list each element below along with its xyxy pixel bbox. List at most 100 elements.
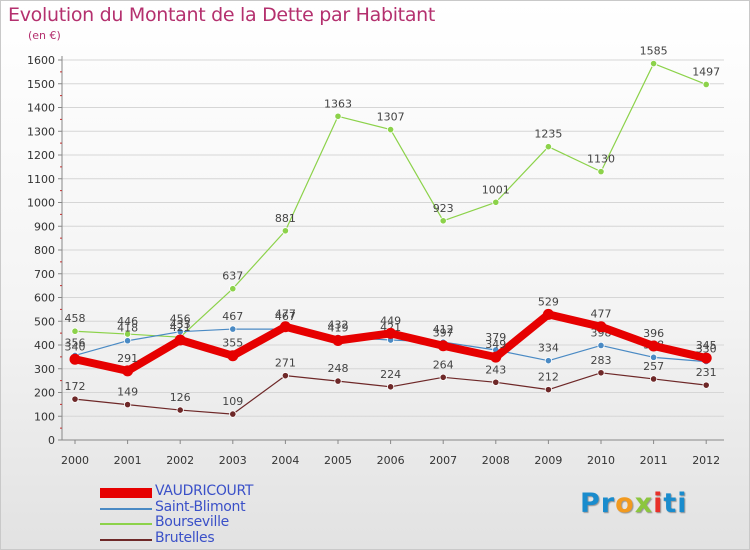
y-tick-label: 900 <box>34 220 55 233</box>
data-label: 243 <box>485 363 506 376</box>
data-label: 248 <box>328 362 349 375</box>
data-point <box>544 143 553 151</box>
data-point <box>281 372 289 380</box>
y-tick-label: 1300 <box>27 125 55 138</box>
x-tick-label: 2008 <box>482 454 510 467</box>
data-label: 456 <box>170 313 191 326</box>
data-label: 264 <box>433 358 454 371</box>
x-tick-label: 2004 <box>271 454 299 467</box>
y-tick-label: 1100 <box>27 173 55 186</box>
data-point <box>597 341 605 350</box>
data-label: 881 <box>275 212 296 225</box>
legend-label: Brutelles <box>155 529 215 546</box>
data-point <box>332 334 344 346</box>
y-tick-label: 1000 <box>27 197 55 210</box>
data-label: 355 <box>222 337 243 350</box>
data-point <box>595 321 607 333</box>
data-point <box>124 401 132 409</box>
chart-subtitle: (en €) <box>28 29 61 42</box>
y-tick-label: 1400 <box>27 102 55 115</box>
y-tick-label: 400 <box>34 339 55 352</box>
data-label: 126 <box>170 391 191 404</box>
legend-swatch <box>100 488 152 498</box>
data-label: 412 <box>433 323 454 336</box>
data-point <box>334 377 342 385</box>
data-label: 419 <box>328 321 349 334</box>
data-label: 529 <box>538 295 559 308</box>
legend-label: VAUDRICOURT <box>155 483 254 499</box>
data-label: 1585 <box>640 45 668 58</box>
legend-swatch <box>100 523 152 525</box>
logo-letter: i <box>677 488 688 519</box>
data-label: 224 <box>380 368 401 381</box>
data-label: 379 <box>485 331 506 344</box>
data-label: 637 <box>222 270 243 283</box>
data-label: 340 <box>65 340 86 353</box>
data-point <box>702 381 710 389</box>
x-tick-label: 2003 <box>219 454 247 467</box>
y-tick-label: 1600 <box>27 54 55 67</box>
data-point <box>544 357 553 365</box>
data-point <box>281 227 289 235</box>
data-point <box>492 378 500 386</box>
data-point <box>124 337 132 345</box>
series-brutelles: 172 149 126 109 271 248 224 264 243 212 283 257 231 <box>65 354 717 418</box>
data-point <box>437 340 449 352</box>
gridlines: 0 100 200 300 400 500 600 700 800 900 1000 1100 1200… <box>27 54 724 467</box>
data-label: 1307 <box>377 111 405 124</box>
data-point <box>649 59 658 68</box>
y-tick-label: 500 <box>34 315 55 328</box>
data-point <box>386 125 395 134</box>
data-point <box>597 168 605 176</box>
data-label: 418 <box>117 322 138 335</box>
data-point <box>69 353 81 365</box>
data-label: 356 <box>65 336 86 349</box>
proxiti-logo: Proxiti <box>580 488 688 519</box>
data-label: 1001 <box>482 183 510 196</box>
data-label: 1497 <box>692 65 720 78</box>
x-tick-label: 2007 <box>429 454 457 467</box>
data-point <box>544 386 553 394</box>
logo-letter: t <box>663 488 678 519</box>
data-label: 109 <box>222 395 243 408</box>
legend-swatch <box>100 507 152 510</box>
series-vaudricourt: 340 291 421 355 477 419 449 397 349 529 477 396 345 <box>65 295 717 377</box>
data-label: 1363 <box>324 97 352 110</box>
data-label: 283 <box>591 354 612 367</box>
y-tick-label: 700 <box>34 268 55 281</box>
x-tick-label: 2010 <box>587 454 615 467</box>
data-point <box>542 308 554 320</box>
y-tick-label: 0 <box>48 434 55 447</box>
data-label: 467 <box>275 310 296 323</box>
data-point <box>227 350 239 362</box>
legend-label: Bourseville <box>155 514 229 530</box>
x-tick-label: 2001 <box>114 454 142 467</box>
data-point <box>439 217 447 225</box>
data-label: 212 <box>538 371 559 384</box>
data-label: 477 <box>275 308 296 321</box>
x-tick-label: 2005 <box>324 454 352 467</box>
data-label: 449 <box>380 314 401 327</box>
x-tick-label: 2000 <box>61 454 89 467</box>
data-point <box>229 285 237 293</box>
x-tick-label: 2009 <box>534 454 562 467</box>
y-tick-label: 200 <box>34 387 55 400</box>
y-tick-label: 300 <box>34 363 55 376</box>
logo-letter: r <box>600 488 616 519</box>
data-label: 397 <box>433 327 454 340</box>
data-point <box>597 369 605 377</box>
data-label: 291 <box>117 352 138 365</box>
data-label: 330 <box>696 343 717 356</box>
x-tick-label: 2012 <box>692 454 720 467</box>
data-point <box>648 340 660 352</box>
data-label: 334 <box>538 342 559 355</box>
data-label: 231 <box>696 366 717 379</box>
data-label: 172 <box>65 380 86 393</box>
data-label: 271 <box>275 357 296 370</box>
data-label: 345 <box>696 339 717 352</box>
data-label: 149 <box>117 386 138 399</box>
data-point <box>229 410 237 418</box>
chart-title: Evolution du Montant de la Dette par Hab… <box>8 4 436 26</box>
data-label: 421 <box>170 321 191 334</box>
